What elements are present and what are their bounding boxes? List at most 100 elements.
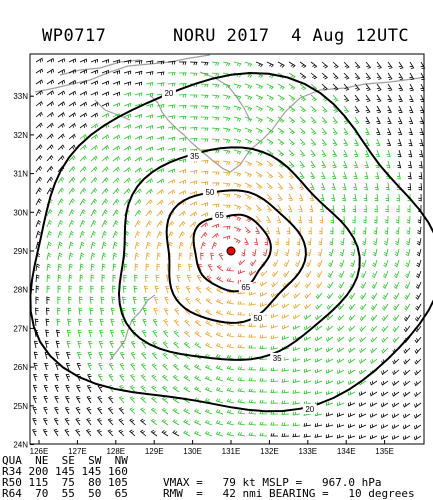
wind-barb [57,79,65,85]
wind-barb [226,398,235,404]
wind-barb [123,70,132,75]
wind-barb [134,145,142,151]
wind-barb [101,274,106,283]
lon-label: 135E [375,447,394,456]
wind-barb [299,72,307,80]
wind-barb [46,274,51,283]
wind-barb [270,324,279,329]
wind-barb [200,138,209,142]
wind-barb [288,160,295,168]
wind-barb [90,187,98,195]
wind-barb [337,423,345,428]
wind-barb [382,270,389,279]
wind-barb [360,281,367,289]
wind-barb [310,94,317,102]
wind-barb [32,395,38,404]
wind-barb [370,347,378,354]
wind-barb [392,424,400,430]
wind-barb [46,133,54,140]
wind-barb [120,329,126,338]
wind-barb [118,418,125,426]
wind-barb [189,221,197,228]
wind-barb [134,70,143,75]
wind-barb [178,190,187,195]
wind-barb [183,386,191,393]
wind-barb [46,57,54,63]
wind-barb [143,296,148,305]
wind-barb [385,204,389,213]
wind-barb [307,237,312,246]
wind-barb [174,308,180,316]
wind-barb [260,302,268,307]
wind-barb [270,433,278,437]
wind-barb [145,252,150,261]
wind-barb [347,402,356,407]
wind-barb [165,286,170,294]
wind-barb [55,340,60,349]
wind-barb [46,209,53,217]
wind-barb [321,138,327,146]
wind-barb [299,105,307,113]
wind-barb [370,314,378,322]
wind-barb [193,419,202,426]
wind-barb [292,368,301,373]
wind-barb [259,399,268,404]
wind-barb [295,248,301,257]
wind-barb [419,138,424,147]
wind-barb [370,391,378,397]
wind-barb [46,230,52,239]
wind-barb [259,432,268,437]
wind-barb [31,429,37,437]
contour-label: 35 [190,152,199,161]
wind-barb [393,270,400,279]
wind-barb [79,90,87,96]
wind-barb [155,274,160,283]
wind-barb [384,215,389,224]
wind-barb [321,105,328,113]
wind-barb [161,429,169,437]
wind-barb [392,391,400,397]
wind-barb [371,281,378,289]
wind-barb [123,134,131,140]
wind-barb [255,105,264,112]
wind-barb [215,431,224,437]
wind-barb [215,409,224,415]
wind-barb [175,285,180,294]
wind-barb [226,310,235,316]
wind-barb [237,355,246,360]
wind-barb [194,375,202,382]
wind-barb [244,83,253,89]
wind-barb [255,160,263,167]
wind-barb [178,83,187,87]
wind-barb [387,61,393,69]
wind-barb [152,330,158,338]
wind-barb [68,58,77,63]
wind-barb [68,69,77,74]
wind-barb [354,83,361,91]
wind-barb [156,146,165,152]
contour-label: 50 [205,188,214,197]
radii-row: R34 200 145 145 160 [2,466,128,478]
wind-barb [134,220,141,228]
wind-barb [360,292,367,300]
wind-barb [354,138,359,147]
wind-barb [100,296,105,305]
wind-barb [270,400,279,404]
wind-barb [46,79,54,85]
wind-barb [57,219,64,228]
wind-barb [310,160,316,168]
wind-barb [398,83,404,91]
wind-barb [75,396,81,404]
wind-barb [394,259,400,268]
wind-barb [342,193,347,202]
wind-barb [112,59,121,64]
wind-barb [56,307,61,316]
wind-barb [298,204,303,212]
wind-barb [145,71,154,76]
wind-barb [381,413,389,419]
wind-barb [353,160,359,169]
wind-barb [211,232,219,239]
wind-barb [161,418,169,426]
wind-barb [211,160,220,165]
wind-barb [350,248,356,257]
